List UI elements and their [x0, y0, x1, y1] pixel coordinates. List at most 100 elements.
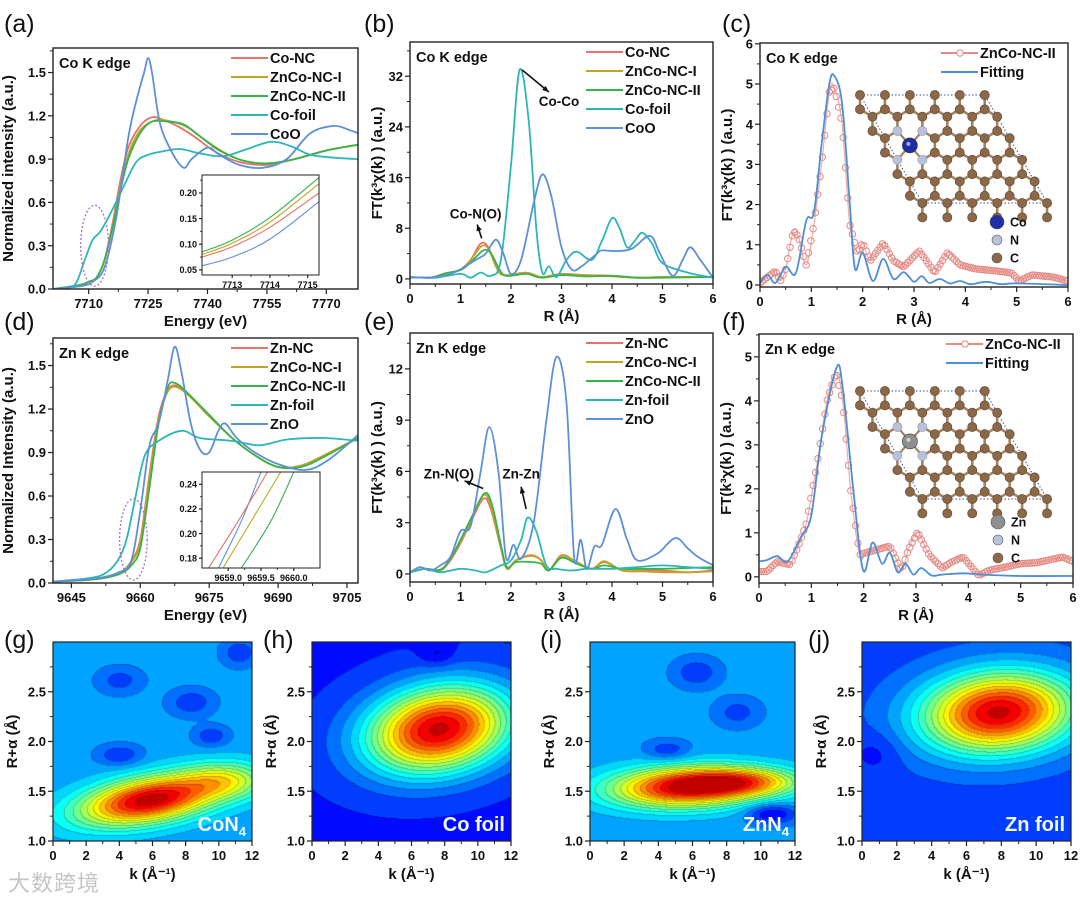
inset-series-line — [222, 472, 282, 568]
data-point — [989, 266, 998, 275]
atom-legend-label: Zn — [1011, 516, 1026, 530]
carbon-atom — [929, 190, 940, 201]
x-tick-label: 7710 — [74, 296, 103, 311]
metal-atom-Co — [902, 137, 918, 154]
x-tick-label: 5 — [659, 589, 666, 604]
data-point — [1010, 271, 1018, 280]
data-point — [769, 561, 777, 570]
carbon-atom — [867, 126, 878, 136]
x-axis-label: Energy (eV) — [164, 313, 247, 330]
carbon-atom — [880, 443, 890, 454]
data-point — [840, 408, 848, 417]
y-tick-label: 8 — [396, 221, 403, 236]
y-tick-label: 1.0 — [565, 834, 583, 849]
y-tick-label: 2.0 — [287, 734, 305, 749]
legend-item: ZnO — [231, 417, 299, 433]
carbon-atom — [929, 104, 940, 115]
carbon-atom — [967, 198, 978, 208]
carbon-atom — [917, 169, 928, 180]
legend-label: Fitting — [985, 356, 1029, 372]
x-tick-label: 1 — [808, 590, 815, 605]
x-tick-label: 2 — [83, 848, 90, 863]
sample-label: ZnN4 — [743, 814, 790, 839]
carbon-atom — [904, 472, 915, 483]
chart-title: Zn K edge — [765, 342, 835, 358]
y-tick-label: 9 — [396, 413, 403, 428]
data-point — [759, 567, 763, 576]
carbon-atom — [967, 169, 978, 180]
carbon-atom — [979, 90, 990, 100]
carbon-atom — [942, 494, 953, 504]
x-tick-label: 2 — [893, 848, 900, 863]
y-tick-label: 2.5 — [837, 684, 855, 699]
series-group — [53, 345, 358, 583]
legend-item: Zn-foil — [231, 398, 314, 414]
plot-frame — [311, 641, 512, 842]
data-point — [952, 257, 961, 265]
inset-background — [202, 472, 320, 568]
panel-label: (g) — [4, 626, 35, 654]
x-tick-label: 4 — [375, 848, 383, 863]
carbon-atom — [1017, 450, 1028, 461]
carbon-atom — [967, 450, 978, 461]
x-tick-label: 3 — [558, 291, 565, 306]
carbon-atom — [880, 133, 890, 144]
panel-a: (a) 7710 7725 7740 7755 7770 0.0 0.3 0.6 0.9 1.2 1.… — [0, 10, 359, 330]
data-point — [904, 258, 912, 267]
x-tick-label: 10 — [471, 848, 485, 863]
x-axis-label: k (Å⁻¹) — [943, 866, 989, 883]
atom-legend-swatch — [990, 514, 1006, 530]
data-point — [881, 241, 889, 250]
x-tick-label: 2 — [507, 291, 514, 306]
carbon-atom — [880, 429, 890, 440]
carbon-atom — [880, 90, 890, 100]
x-tick-label: 4 — [608, 589, 616, 604]
series-line-Zn-foil — [410, 516, 713, 574]
x-tick-label: 0 — [586, 848, 593, 863]
legend-item: ZnCo-NC-I — [586, 64, 697, 80]
carbon-atom — [942, 450, 953, 461]
y-tick-label: 0.05 — [179, 265, 197, 275]
data-point — [816, 172, 824, 181]
carbon-atom — [867, 111, 878, 122]
data-point — [980, 266, 988, 274]
chart-title: Co K edge — [766, 51, 838, 67]
x-tick-label: 7713 — [222, 280, 242, 290]
legend-item: Co-NC — [586, 45, 671, 61]
legend-label: ZnCo-NC-I — [625, 64, 697, 80]
carbon-atom — [967, 508, 978, 519]
data-point — [767, 270, 776, 278]
x-tick-label: 2 — [507, 589, 514, 604]
data-point — [998, 268, 1007, 276]
carbon-atom — [967, 422, 978, 432]
plot-frame — [52, 47, 359, 290]
carbon-atom — [880, 147, 890, 158]
data-point — [759, 567, 766, 576]
y-tick-label: 32 — [389, 69, 403, 84]
data-point — [1016, 560, 1025, 568]
data-point — [855, 245, 864, 254]
carbon-atom — [992, 198, 1003, 208]
metal-atom-Zn — [902, 433, 918, 450]
carbon-atom — [979, 147, 990, 158]
legend-item: Co-foil — [231, 108, 316, 124]
data-point — [954, 259, 963, 268]
y-tick-label: 0.15 — [179, 214, 197, 224]
carbon-atom — [1029, 176, 1040, 187]
carbon-atom — [954, 472, 965, 483]
data-point — [760, 279, 764, 287]
carbon-atom — [1029, 190, 1040, 201]
legend-item: ZnCo-NC-I — [231, 70, 342, 86]
carbon-atom — [954, 190, 965, 201]
panel-label: (j) — [808, 626, 830, 654]
panel-b: (b) 0 1 2 3 4 5 6 0 8 16 24 32 Co K edge R (Å) FT(k³χ(k… — [364, 10, 717, 325]
panel-label: (h) — [263, 626, 294, 654]
x-axis-label: R (Å) — [544, 308, 580, 325]
y-tick-label: 1.2 — [28, 109, 46, 124]
data-point — [987, 266, 995, 275]
series-line-ZnO — [410, 355, 713, 574]
carbon-atom — [967, 465, 978, 476]
carbon-atom — [1004, 472, 1015, 483]
x-tick-label: 4 — [608, 291, 616, 306]
